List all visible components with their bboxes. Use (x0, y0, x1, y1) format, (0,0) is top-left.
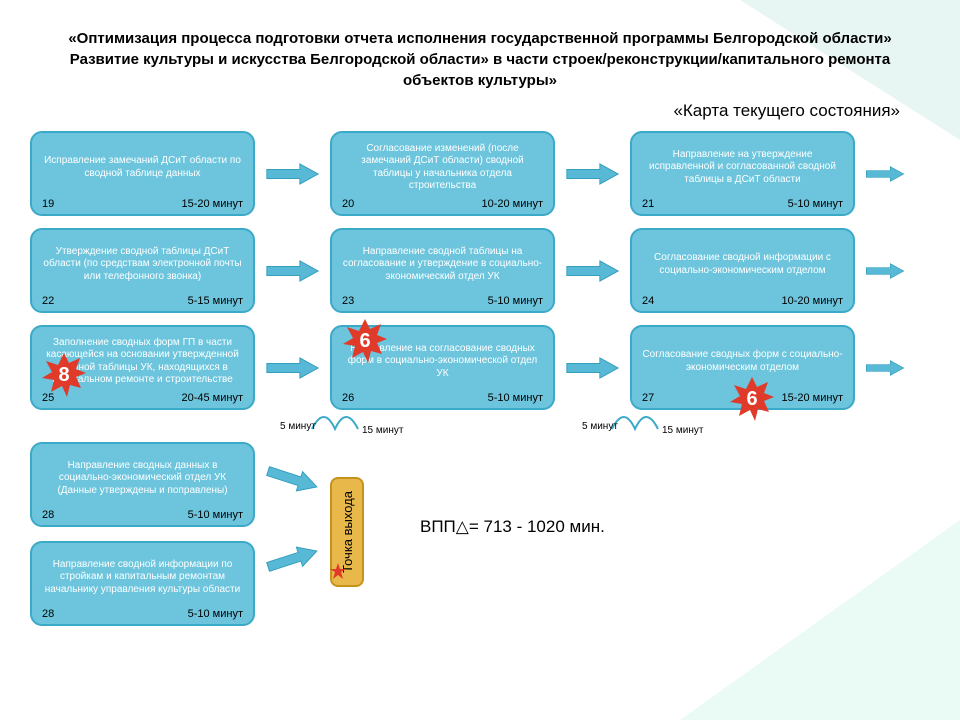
row-2: Утверждение сводной таблицы ДСиТ области… (30, 228, 930, 313)
box-time: 10-20 минут (481, 198, 543, 210)
row-1: Исправление замечаний ДСиТ области по св… (30, 131, 930, 216)
box-time: 5-10 минут (188, 509, 243, 521)
arrow-icon (565, 159, 620, 189)
arrow-icon (565, 353, 620, 383)
box-text: Направление сводных данных в социально-э… (42, 460, 243, 498)
row-3: 8 Заполнение сводных форм ГП в части кас… (30, 325, 930, 410)
box-time: 5-10 минут (488, 392, 543, 404)
row-4: Направление сводных данных в социально-э… (30, 442, 930, 626)
box-28a: Направление сводных данных в социально-э… (30, 442, 255, 527)
arrow-icon (865, 159, 905, 189)
arrow-icon (262, 456, 324, 502)
vpp-text: ВПП△= 713 - 1020 мин. (420, 517, 605, 537)
exit-box: Точка выхода (330, 477, 364, 587)
box-time: 5-10 минут (488, 295, 543, 307)
mini-label: 15 минут (662, 425, 703, 436)
box-num: 19 (42, 198, 54, 210)
box-num: 20 (342, 198, 354, 210)
mini-label: 15 минут (362, 425, 403, 436)
arrow-icon (262, 536, 324, 582)
box-23: Направление сводной таблицы на согласова… (330, 228, 555, 313)
mini-label: 5 минут (280, 421, 316, 432)
box-22: Утверждение сводной таблицы ДСиТ области… (30, 228, 255, 313)
box-text: Утверждение сводной таблицы ДСиТ области… (42, 246, 243, 284)
box-text: Согласование сводных форм с социально-эк… (642, 349, 843, 374)
box-text: Направление сводной информации по стройк… (42, 559, 243, 597)
page-title: «Оптимизация процесса подготовки отчета … (0, 0, 960, 101)
box-time: 20-45 минут (181, 392, 243, 404)
burst-6b: 6 (730, 377, 774, 421)
box-21: Направление на утверждение исправленной … (630, 131, 855, 216)
box-19: Исправление замечаний ДСиТ области по св… (30, 131, 255, 216)
box-time: 5-15 минут (188, 295, 243, 307)
box-time: 15-20 минут (181, 198, 243, 210)
burst-num: 6 (359, 330, 370, 353)
box-num: 21 (642, 198, 654, 210)
box-time: 10-20 минут (781, 295, 843, 307)
arrow-icon (865, 353, 905, 383)
exit-label: Точка выхода (340, 491, 355, 573)
burst-6a: 6 (343, 319, 387, 363)
box-20: Согласование изменений (после замечаний … (330, 131, 555, 216)
box-28b: Направление сводной информации по стройк… (30, 541, 255, 626)
box-text: Согласование изменений (после замечаний … (342, 143, 543, 193)
box-num: 28 (42, 509, 54, 521)
arrow-icon (265, 159, 320, 189)
box-num: 24 (642, 295, 654, 307)
arrow-icon (565, 256, 620, 286)
box-num: 23 (342, 295, 354, 307)
subtitle: «Карта текущего состояния» (0, 101, 960, 121)
box-text: Согласование сводной информации с социал… (642, 252, 843, 277)
box-text: Направление на утверждение исправленной … (642, 149, 843, 187)
burst-num: 6 (746, 388, 757, 411)
box-text: Исправление замечаний ДСиТ области по св… (42, 155, 243, 180)
burst-num: 8 (58, 364, 69, 387)
flowchart: Исправление замечаний ДСиТ области по св… (0, 131, 960, 626)
box-time: 5-10 минут (788, 198, 843, 210)
box-text: Направление сводной таблицы на согласова… (342, 246, 543, 284)
arrow-icon (265, 353, 320, 383)
star-icon (330, 563, 346, 579)
box-num: 28 (42, 608, 54, 620)
box-time: 15-20 минут (781, 392, 843, 404)
burst-8: 8 (42, 353, 86, 397)
box-24: Согласование сводной информации с социал… (630, 228, 855, 313)
arrow-icon (865, 256, 905, 286)
mini-label: 5 минут (582, 421, 618, 432)
box-time: 5-10 минут (188, 608, 243, 620)
arrow-icon (265, 256, 320, 286)
wave-icon (310, 403, 360, 433)
box-num: 22 (42, 295, 54, 307)
